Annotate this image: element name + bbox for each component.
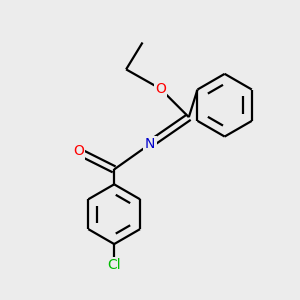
Text: Cl: Cl bbox=[107, 258, 121, 272]
Text: O: O bbox=[73, 145, 84, 158]
Text: O: O bbox=[155, 82, 166, 96]
Text: N: N bbox=[145, 137, 155, 151]
